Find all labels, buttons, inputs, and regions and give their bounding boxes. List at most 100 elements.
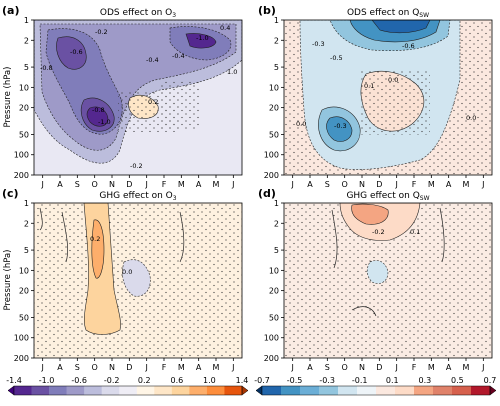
x-tick-label: O — [342, 180, 348, 189]
colorbar-tick-label: 1.4 — [236, 376, 249, 385]
colorbar-ozone: -1.4 -1.0 -0.6 -0.2 0.2 0.6 1.0 1.4 — [6, 376, 249, 396]
y-tick-label: 100 — [264, 334, 279, 343]
colorbar-outline — [13, 385, 243, 396]
x-tick-label: S — [75, 180, 80, 189]
panel-a-clabel: -1.0 — [98, 118, 111, 126]
x-tick-label: M — [178, 180, 185, 189]
colorbar-swatch — [357, 386, 377, 395]
panel-b-contour-low-2 — [326, 116, 353, 142]
colorbar-tick-label: 0.7 — [484, 376, 497, 385]
x-tick-label: A — [446, 363, 452, 372]
colorbar-swatch — [414, 386, 434, 395]
panel-b: (b) ODS effect on QSW 1 2 5 10 20 50 100 200 J A S… — [258, 4, 493, 189]
panel-b-title: ODS effect on QSW — [347, 8, 429, 19]
colorbar-swatch — [471, 386, 491, 395]
y-tick-label: 1 — [24, 16, 29, 25]
panel-a-clabel: -0.2 — [130, 162, 143, 170]
panel-c-frame — [33, 202, 243, 359]
panel-b-field — [284, 20, 492, 175]
panel-a-frame — [33, 19, 243, 176]
y-tick-label: 200 — [14, 171, 29, 180]
y-tick-label: 2 — [24, 36, 29, 45]
panel-c-contour-lines — [39, 207, 185, 263]
colorbar-extend-high — [489, 385, 497, 396]
colorbar-tick-label: -0.2 — [104, 376, 120, 385]
panel-c-clabel: 0.0 — [122, 268, 132, 276]
colorbar-swatch — [338, 386, 358, 395]
colorbar-swatch — [84, 386, 102, 395]
y-tick-label: 50 — [269, 313, 279, 322]
x-tick-label: N — [109, 363, 115, 372]
panel-b-clabel: 0.0 — [296, 120, 306, 128]
y-tick-label: 1 — [274, 16, 279, 25]
colorbar-swatch — [14, 386, 32, 395]
x-tick-label: M — [178, 363, 185, 372]
panel-a-clabel: 0.4 — [220, 24, 230, 32]
colorbar-tick-label: -0.7 — [254, 376, 270, 385]
x-tick-label: S — [325, 363, 330, 372]
panel-c-field — [34, 203, 242, 358]
colorbar-tick-label: -0.3 — [319, 376, 335, 385]
x-tick-label: D — [126, 180, 132, 189]
x-tick-label: J — [144, 180, 147, 189]
panel-d-clabel: -0.2 — [372, 228, 385, 236]
x-tick-label: A — [57, 363, 63, 372]
colorbar-qsw: -0.7 -0.5 -0.3 -0.1 0.1 0.3 0.5 0.7 — [254, 376, 497, 396]
panel-d-negative-region — [366, 260, 389, 284]
panel-a-ticks: 1 2 5 10 20 50 100 200 J A S O N D J F M A M J — [14, 16, 235, 189]
panel-a: (a) ODS effect on O3 Pressure (hPa) 1251… — [2, 4, 243, 189]
panel-d-positive-core — [351, 203, 389, 225]
x-tick-label: F — [412, 363, 417, 372]
panel-b-stippling — [360, 70, 430, 135]
colorbar-tick-label: -1.4 — [6, 376, 22, 385]
panel-d-ticks: 1 2 5 10 20 50 100 200 J A S O N D J F M A M J — [264, 199, 485, 372]
x-tick-label: M — [213, 363, 220, 372]
colorbar-swatch — [31, 386, 50, 395]
colorbar-extend-high — [241, 385, 249, 396]
x-tick-label: A — [446, 180, 452, 189]
x-tick-label: M — [428, 180, 435, 189]
panel-c-ylabel: Pressure (hPa) — [3, 250, 13, 311]
panel-a-clabel: 1.0 — [227, 68, 237, 76]
x-tick-label: N — [359, 363, 365, 372]
x-tick-label: A — [307, 180, 313, 189]
panel-a-clabel: -0.4 — [146, 56, 159, 64]
x-tick-label: A — [57, 180, 63, 189]
panel-a-title: ODS effect on O3 — [100, 8, 176, 19]
colorbar-tick-label: -1.0 — [39, 376, 55, 385]
x-tick-label: F — [162, 180, 167, 189]
panel-a-clabel: -0.4 — [172, 52, 185, 60]
colorbar-swatch — [101, 386, 120, 395]
colorbar-outline — [261, 385, 491, 396]
panel-b-clabel: 0.0 — [388, 76, 398, 84]
colorbar-swatch — [189, 386, 208, 395]
colorbar-swatch — [136, 386, 155, 395]
panel-a-contour-labels: -0.2 -0.6 -0.4 0.4 -0.8 -1.0 -0.4 -0.8 -… — [40, 24, 237, 170]
panel-c-contour-labels: 0.2 0.0 — [90, 235, 132, 276]
y-tick-label: 10 — [19, 266, 29, 275]
y-tick-label: 5 — [274, 246, 279, 255]
panel-b-clabel: -0.6 — [402, 42, 415, 50]
y-tick-label: 2 — [274, 36, 279, 45]
x-tick-label: J — [394, 363, 397, 372]
colorbar-swatch — [376, 386, 396, 395]
x-tick-label: N — [109, 180, 115, 189]
y-tick-label: 5 — [24, 246, 29, 255]
colorbar-tick-label: -0.6 — [71, 376, 87, 385]
x-tick-label: O — [342, 363, 348, 372]
panel-b-label: (b) — [258, 4, 276, 17]
x-tick-label: J — [481, 363, 484, 372]
colorbar-extend-low — [7, 385, 15, 396]
y-tick-label: 20 — [269, 104, 279, 113]
colorbar-swatch — [49, 386, 67, 395]
panel-d-contour-lines — [331, 207, 445, 317]
colorbar-swatch — [433, 386, 453, 395]
colorbar-tick-label: 0.3 — [418, 376, 431, 385]
x-tick-label: A — [196, 363, 202, 372]
x-tick-label: J — [290, 363, 293, 372]
panel-a-contour-m10 — [86, 33, 217, 127]
y-tick-label: 20 — [19, 104, 29, 113]
colorbar-tick-label: 0.5 — [451, 376, 464, 385]
panel-a-ylabel: Pressure (hPa) — [3, 67, 13, 128]
